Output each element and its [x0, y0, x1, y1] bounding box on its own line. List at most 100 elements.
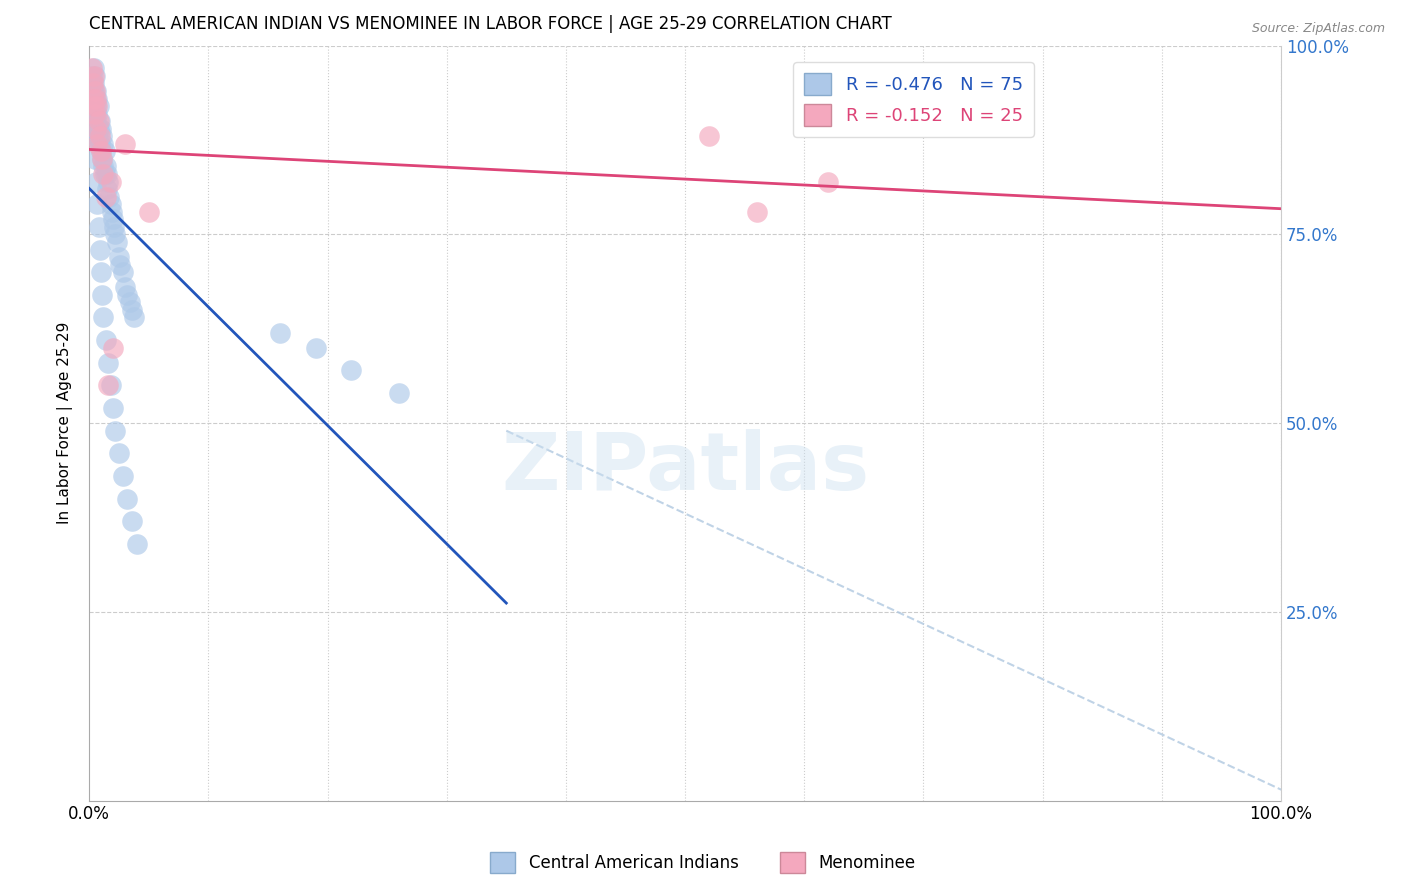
Point [93, 310, 115, 325]
Point [91, 129, 114, 144]
Point [94, 333, 117, 347]
Y-axis label: In Labor Force | Age 25-29: In Labor Force | Age 25-29 [58, 322, 73, 524]
Point [121, 302, 143, 317]
Point [87, 99, 110, 113]
Point [84, 91, 107, 105]
Point [80, 84, 103, 98]
Point [87, 219, 110, 234]
Text: Source: ZipAtlas.com: Source: ZipAtlas.com [1251, 22, 1385, 36]
Point [117, 287, 139, 301]
Point [86, 99, 108, 113]
Point [86, 129, 108, 144]
Point [80, 69, 103, 83]
Point [304, 341, 326, 355]
Point [91, 152, 114, 166]
Point [108, 250, 131, 264]
Point [82, 91, 104, 105]
Point [84, 152, 107, 166]
Point [108, 258, 131, 272]
Point [340, 363, 363, 377]
Point [84, 121, 107, 136]
Point [83, 129, 105, 144]
Point [84, 175, 107, 189]
Point [118, 295, 141, 310]
Point [94, 189, 117, 203]
Point [84, 69, 107, 83]
Point [83, 62, 105, 76]
Point [697, 129, 720, 144]
Point [104, 424, 127, 438]
Point [103, 219, 125, 234]
Point [97, 378, 120, 392]
Point [90, 121, 112, 136]
Point [125, 537, 148, 551]
Point [82, 77, 104, 91]
Point [90, 145, 112, 159]
Text: CENTRAL AMERICAN INDIAN VS MENOMINEE IN LABOR FORCE | AGE 25-29 CORRELATION CHAR: CENTRAL AMERICAN INDIAN VS MENOMINEE IN … [89, 15, 891, 33]
Point [84, 106, 107, 120]
Point [111, 469, 134, 483]
Point [269, 326, 291, 340]
Legend: R = -0.476   N = 75, R = -0.152   N = 25: R = -0.476 N = 75, R = -0.152 N = 25 [793, 62, 1033, 137]
Point [114, 280, 136, 294]
Point [117, 491, 139, 506]
Point [100, 175, 122, 189]
Point [84, 84, 107, 98]
Point [87, 121, 110, 136]
Point [84, 114, 107, 128]
Point [87, 136, 110, 151]
Point [100, 378, 122, 392]
Point [93, 167, 115, 181]
Point [83, 77, 105, 91]
Point [388, 386, 411, 401]
Point [94, 160, 117, 174]
Point [91, 152, 114, 166]
Point [97, 175, 120, 189]
Text: ZIPatlas: ZIPatlas [501, 429, 869, 508]
Point [124, 310, 146, 325]
Point [84, 121, 107, 136]
Point [82, 84, 104, 98]
Point [83, 84, 105, 98]
Point [93, 167, 115, 181]
Point [87, 114, 110, 128]
Point [96, 167, 118, 181]
Point [89, 114, 111, 128]
Point [111, 265, 134, 279]
Point [97, 356, 120, 370]
Point [90, 145, 112, 159]
Point [93, 160, 115, 174]
Point [82, 106, 104, 120]
Point [101, 341, 124, 355]
Point [90, 265, 112, 279]
Point [96, 182, 118, 196]
Point [86, 91, 108, 105]
Point [89, 243, 111, 257]
Point [82, 99, 104, 113]
Point [84, 91, 107, 105]
Point [105, 235, 128, 249]
Point [84, 99, 107, 113]
Point [100, 197, 122, 211]
Point [80, 62, 103, 76]
Point [84, 106, 107, 120]
Point [84, 84, 107, 98]
Point [89, 129, 111, 144]
Point [108, 446, 131, 460]
Point [86, 197, 108, 211]
Point [86, 106, 108, 120]
Point [93, 136, 115, 151]
Point [80, 77, 103, 91]
Point [91, 287, 114, 301]
Point [86, 136, 108, 151]
Legend: Central American Indians, Menominee: Central American Indians, Menominee [484, 846, 922, 880]
Point [101, 204, 124, 219]
Point [93, 145, 115, 159]
Point [121, 514, 143, 528]
Point [104, 227, 127, 242]
Point [82, 91, 104, 105]
Point [83, 99, 105, 113]
Point [89, 136, 111, 151]
Point [101, 401, 124, 415]
Point [745, 204, 768, 219]
